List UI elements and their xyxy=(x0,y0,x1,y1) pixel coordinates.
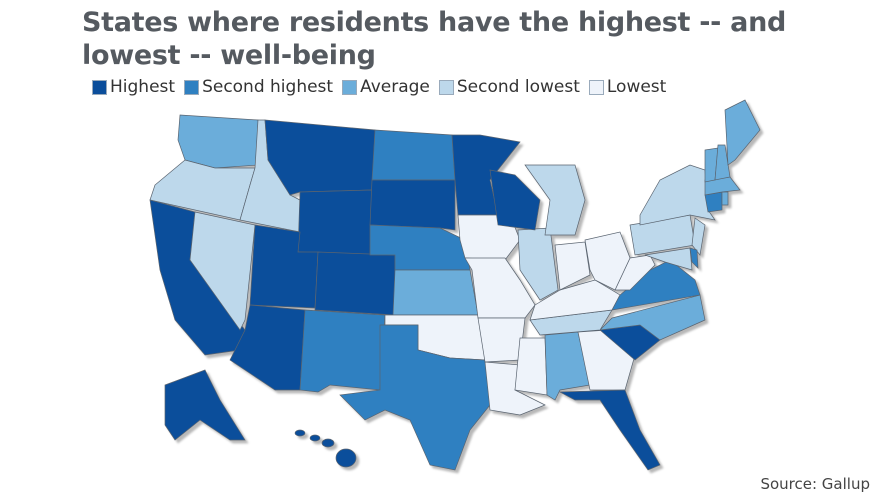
state-co xyxy=(314,251,396,316)
state-wi xyxy=(489,169,541,231)
legend-item-second-lowest: Second lowest xyxy=(438,77,580,97)
legend-swatch xyxy=(184,79,200,95)
state-hi xyxy=(321,438,335,448)
legend-label: Second highest xyxy=(202,77,334,97)
legend-label: Lowest xyxy=(606,77,667,97)
state-ms xyxy=(514,337,548,396)
state-oh xyxy=(584,231,631,291)
state-nh xyxy=(714,144,731,181)
legend-item-highest: Highest xyxy=(92,77,175,97)
state-nm xyxy=(299,309,386,393)
state-wa xyxy=(177,114,259,169)
state-nd xyxy=(371,129,456,181)
state-wy xyxy=(297,189,373,256)
state-in xyxy=(554,241,591,291)
state-hi xyxy=(335,448,357,468)
state-ct xyxy=(704,191,723,213)
state-tx xyxy=(339,324,491,471)
legend-label: Highest xyxy=(110,77,176,97)
state-md xyxy=(644,247,693,271)
state-ks xyxy=(392,269,479,316)
state-ak xyxy=(164,369,246,441)
state-fl xyxy=(558,389,661,471)
source-note: Source: Gallup xyxy=(760,475,870,493)
state-ri xyxy=(721,191,729,206)
state-nj xyxy=(691,217,706,256)
legend-swatch xyxy=(438,79,454,95)
legend-swatch xyxy=(92,79,107,95)
state-ar xyxy=(477,317,526,363)
state-hi xyxy=(294,429,306,437)
state-hi xyxy=(309,434,321,442)
legend-item-lowest: Lowest xyxy=(588,77,667,97)
state-mo xyxy=(464,257,536,319)
legend-item-second-highest: Second highest xyxy=(184,77,333,97)
state-nv xyxy=(189,211,256,331)
chart-title: States where residents have the highest … xyxy=(82,7,787,71)
legend-item-average: Average xyxy=(342,77,430,97)
state-il xyxy=(517,227,559,301)
state-mi xyxy=(524,164,586,236)
legend-swatch xyxy=(342,79,358,95)
legend-swatch xyxy=(588,79,604,95)
state-ny xyxy=(639,164,716,226)
legend-label: Second lowest xyxy=(456,77,580,97)
state-me xyxy=(724,99,761,166)
legend: Highest Second highest Average Second lo… xyxy=(92,77,666,97)
legend-label: Average xyxy=(360,77,430,97)
state-sd xyxy=(369,179,456,231)
state-de xyxy=(689,247,699,269)
